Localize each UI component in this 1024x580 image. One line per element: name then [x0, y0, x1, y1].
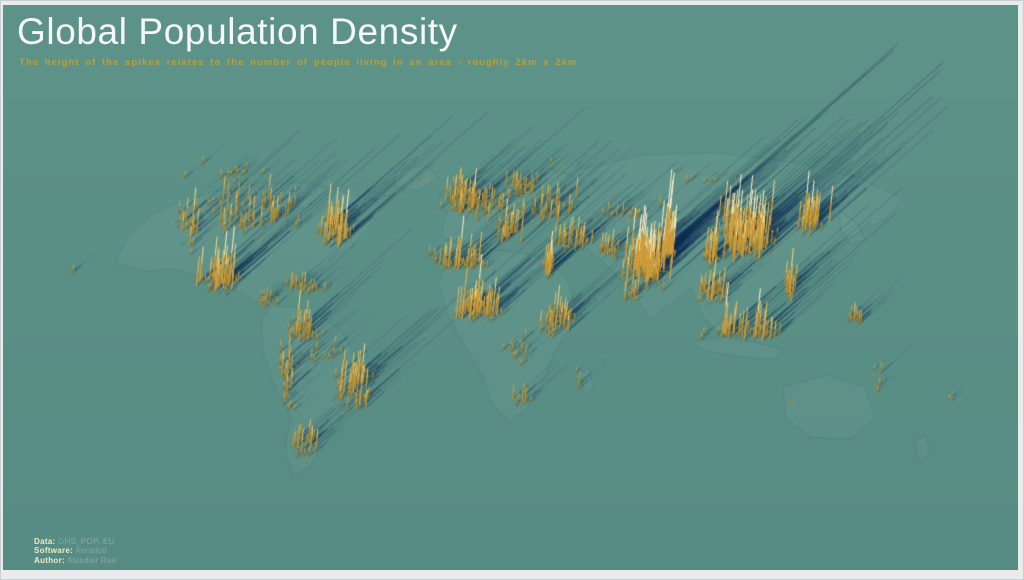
credit-value: Alasdair Rae [67, 555, 117, 565]
credit-label: Author: [34, 555, 65, 565]
credits-block: Data: GHS_POP, EU Software: Aerialod Aut… [34, 537, 116, 566]
header: Global Population Density The height of … [17, 11, 577, 68]
credit-label: Software: [34, 546, 74, 555]
population-spike-map [3, 5, 1018, 570]
credit-row-data: Data: GHS_POP, EU [34, 537, 116, 547]
page-subtitle: The height of the spikes relates to the … [19, 56, 578, 68]
credit-row-author: Author: Alasdair Rae [34, 556, 116, 566]
credit-value: Aerialod [75, 546, 108, 555]
credit-label: Data: [34, 536, 56, 546]
credit-value: GHS_POP, EU [58, 536, 115, 546]
map-scene: Global Population Density The height of … [3, 5, 1018, 570]
credit-row-software: Software: Aerialod [34, 546, 116, 556]
page-title: Global Population Density [17, 11, 458, 52]
